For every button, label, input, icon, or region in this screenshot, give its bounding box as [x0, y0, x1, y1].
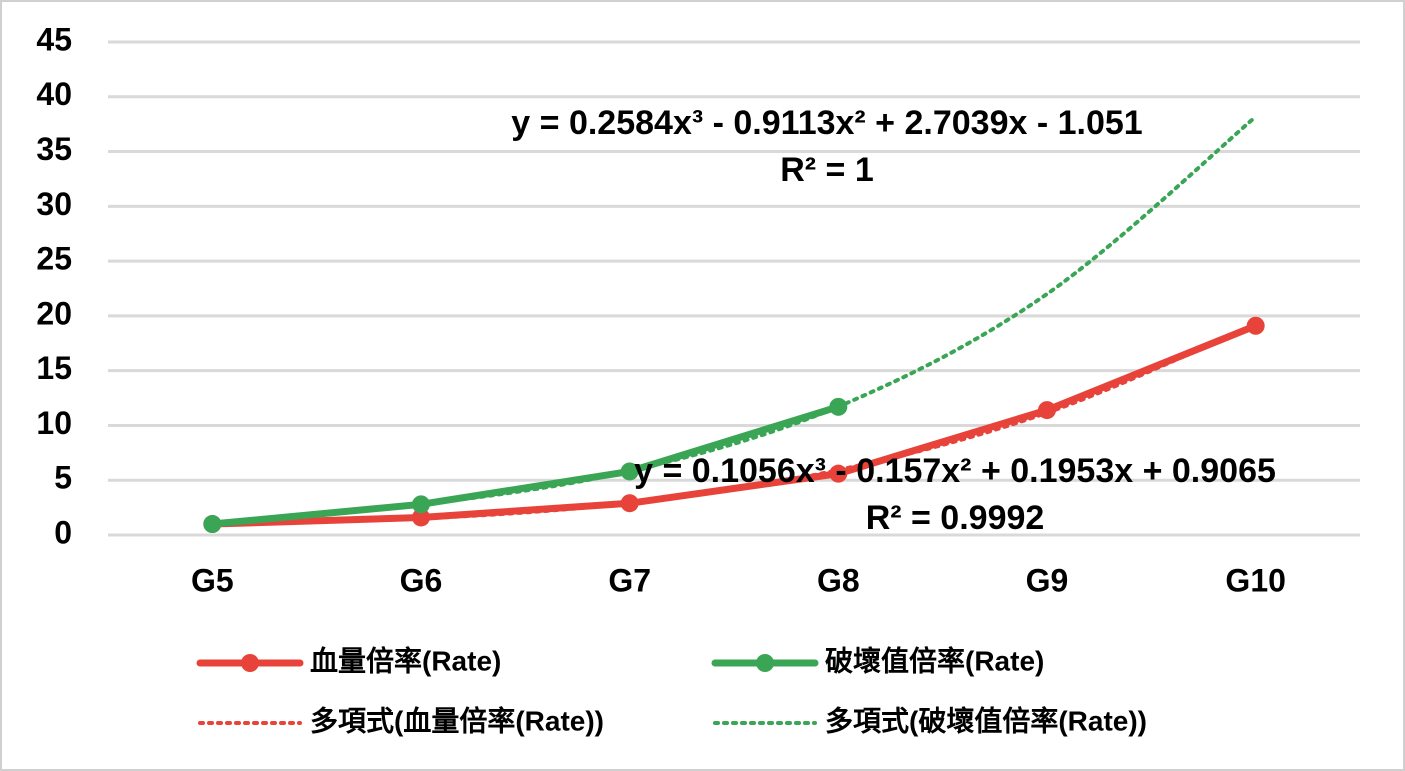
legend-marker: [241, 654, 259, 672]
y-tick-label: 15: [36, 350, 72, 386]
y-tick-label: 45: [36, 21, 72, 57]
x-tick-label: G10: [1225, 562, 1285, 598]
marker: [620, 494, 639, 513]
y-tick-label: 5: [54, 460, 72, 496]
legend-label: 破壞值倍率(Rate): [825, 644, 1044, 676]
series-line: [208, 322, 1260, 528]
y-tick-label: 0: [54, 514, 72, 550]
marker: [829, 397, 848, 416]
legend-label: 多項式(血量倍率(Rate)): [310, 704, 604, 736]
y-tick-label: 35: [36, 131, 72, 167]
marker: [412, 495, 430, 514]
y-tick-label: 30: [36, 186, 72, 222]
x-tick-label: G9: [1026, 562, 1069, 598]
trend-equation: y = 0.2584x³ - 0.9113x² + 2.7039x - 1.05…: [511, 104, 1142, 142]
y-tick-label: 10: [36, 405, 72, 441]
marker: [203, 515, 222, 534]
series-line: [208, 403, 842, 528]
trend-equation: y = 0.1056x³ - 0.157x² + 0.1953x + 0.906…: [634, 452, 1276, 490]
marker: [412, 508, 430, 527]
y-tick-label: 25: [36, 241, 72, 277]
x-tick-label: G5: [191, 562, 234, 598]
marker: [620, 462, 639, 481]
x-tick-label: G6: [400, 562, 443, 598]
y-tick-label: 20: [36, 295, 72, 331]
legend-marker: [756, 654, 774, 672]
marker: [1038, 401, 1056, 420]
x-tick-label: G8: [817, 562, 860, 598]
marker: [1246, 316, 1265, 335]
trend-r2: R² = 1: [780, 151, 874, 189]
marker: [829, 464, 848, 483]
trend-r2: R² = 0.9992: [866, 499, 1045, 537]
legend-label: 血量倍率(Rate): [310, 644, 501, 676]
x-tick-label: G7: [608, 562, 651, 598]
y-tick-label: 40: [36, 76, 72, 112]
legend-label: 多項式(破壞值倍率(Rate)): [825, 704, 1147, 736]
